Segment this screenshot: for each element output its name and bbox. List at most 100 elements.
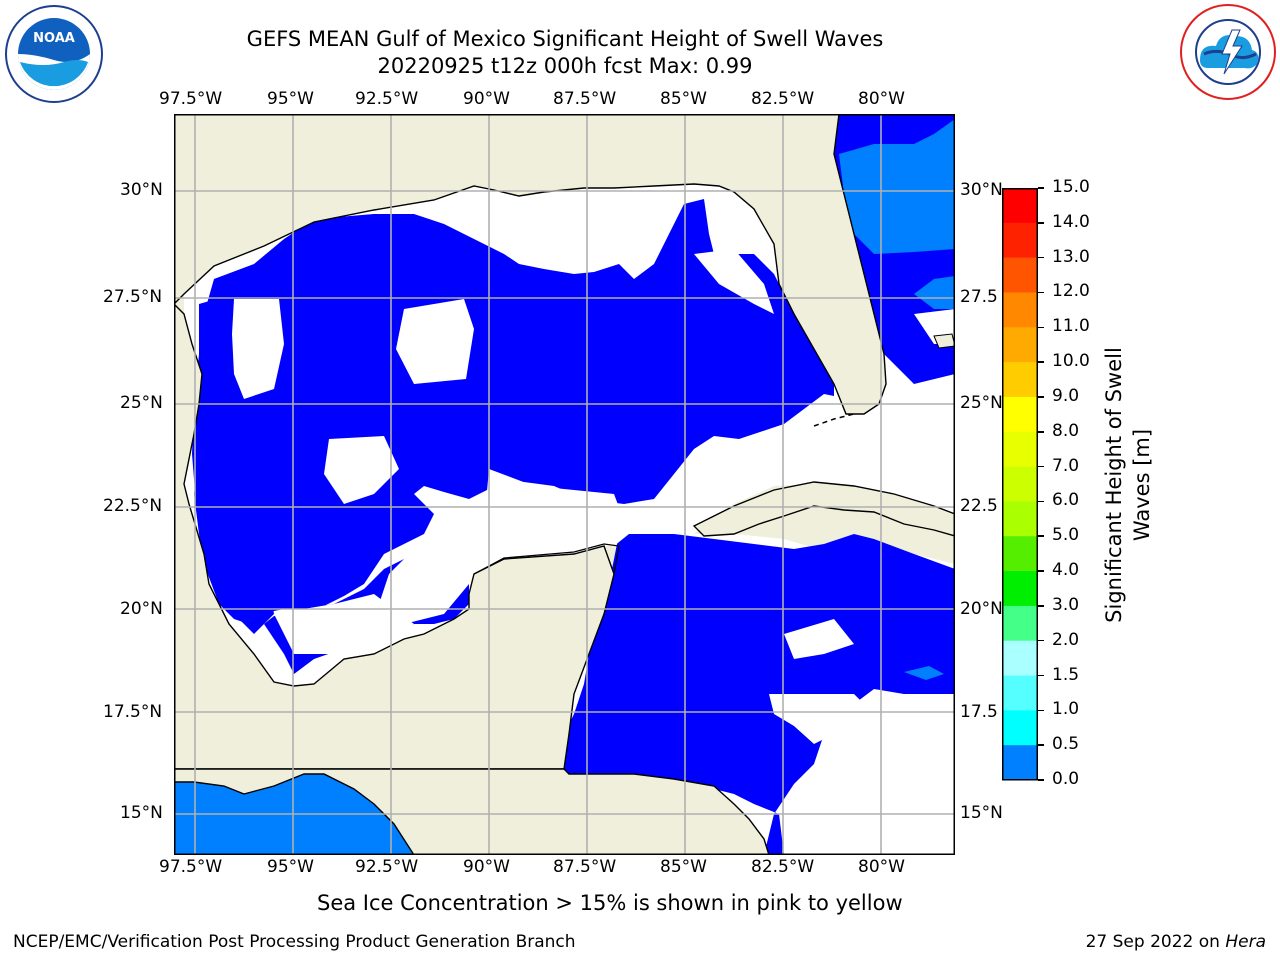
low-swell-patch xyxy=(232,299,284,399)
colorbar-band xyxy=(1002,605,1038,642)
colorbar-tick-mark xyxy=(1038,222,1044,224)
low-swell-patch xyxy=(484,469,629,554)
swell-region-gulf xyxy=(194,199,834,674)
colorbar-tick-label: 15.0 xyxy=(1052,177,1090,197)
colorbar-tick-mark xyxy=(1038,744,1044,746)
lon-label: 87.5°W xyxy=(553,857,617,877)
gulf-map xyxy=(174,114,955,855)
lon-label: 87.5°W xyxy=(553,89,617,109)
lat-label: 15°N xyxy=(120,803,163,823)
low-swell-patch xyxy=(784,619,854,659)
footer-date: 27 Sep 2022 on Hera xyxy=(1086,932,1266,952)
colorbar-tick-mark xyxy=(1038,465,1044,468)
colorbar-tick-mark xyxy=(1038,291,1044,294)
colorbar-tick-mark xyxy=(1038,570,1044,572)
colorbar-tick-label: 8.0 xyxy=(1052,420,1080,441)
colorbar-tick-label: 1.5 xyxy=(1052,664,1080,685)
lon-label: 90°W xyxy=(463,89,510,109)
lon-label: 95°W xyxy=(267,857,314,877)
lon-label: 82.5°W xyxy=(751,89,815,109)
colorbar-tick-label: 10.0 xyxy=(1052,351,1090,372)
lon-label: 95°W xyxy=(267,89,314,109)
central-america-land xyxy=(174,768,770,855)
colorbar-tick-label: 3.0 xyxy=(1052,594,1080,615)
colorbar-band xyxy=(1002,396,1038,433)
map-frame xyxy=(174,114,955,855)
chart-subtitle: 20220925 t12z 000h fcst Max: 0.99 xyxy=(377,54,753,78)
colorbar-tick-label: 9.0 xyxy=(1052,385,1080,406)
lat-label: 30°N xyxy=(120,180,163,200)
footer-credit: NCEP/EMC/Verification Post Processing Pr… xyxy=(13,932,576,952)
colorbar-band xyxy=(1002,640,1038,677)
lat-label: 27.5 xyxy=(960,287,998,307)
lat-label: 25°N xyxy=(960,393,1003,413)
colorbar-band xyxy=(1002,745,1038,781)
lat-label: 17.5°N xyxy=(103,702,163,722)
colorbar-tick-label: 0.5 xyxy=(1052,734,1080,755)
low-swell-patch xyxy=(396,299,474,384)
colorbar-tick-mark xyxy=(1038,500,1044,503)
lat-label: 25°N xyxy=(120,393,163,413)
colorbar-tick-mark xyxy=(1038,187,1044,189)
low-swell-patch xyxy=(769,694,874,744)
lon-label: 80°W xyxy=(858,857,905,877)
mexico-land xyxy=(174,303,615,770)
colorbar-tick-mark xyxy=(1038,361,1044,363)
colorbar-band xyxy=(1002,257,1038,293)
colorbar-band xyxy=(1002,675,1038,711)
lat-label: 17.5 xyxy=(960,702,998,722)
swell-region-caribbean xyxy=(554,534,955,855)
colorbar-tick-mark xyxy=(1038,674,1044,677)
colorbar-band xyxy=(1002,222,1038,259)
colorbar-tick-mark xyxy=(1038,396,1044,398)
colorbar-band xyxy=(1002,536,1038,572)
map-gridlines xyxy=(174,114,955,855)
lat-label: 27.5°N xyxy=(103,287,163,307)
colorbar-tick-mark xyxy=(1038,256,1044,259)
lat-label: 22.5 xyxy=(960,496,998,516)
lon-label: 80°W xyxy=(858,89,905,109)
colorbar-band xyxy=(1002,431,1038,468)
lat-label: 20°N xyxy=(120,599,163,619)
cuba-land xyxy=(692,481,955,537)
chart-title: GEFS MEAN Gulf of Mexico Significant Hei… xyxy=(246,27,884,51)
lon-label: 82.5°W xyxy=(751,857,815,877)
bahamas-land xyxy=(933,333,955,349)
lon-label: 92.5°W xyxy=(355,89,419,109)
sea-ice-note: Sea Ice Concentration > 15% is shown in … xyxy=(317,891,903,915)
colorbar-label: Significant Height of Swell Waves [m] xyxy=(1102,347,1154,623)
low-swell-patch xyxy=(379,534,474,624)
colorbar-tick-label: 6.0 xyxy=(1052,490,1080,511)
swell-region-mid-atlantic xyxy=(914,276,955,309)
colorbar-band xyxy=(1002,188,1038,224)
colorbar-tick-mark xyxy=(1038,535,1044,537)
colorbar-tick-label: 14.0 xyxy=(1052,211,1090,232)
colorbar-band xyxy=(1002,710,1038,746)
colorbar-tick-mark xyxy=(1038,431,1044,433)
lat-label: 30°N xyxy=(960,180,1003,200)
noaa-logo-text: NOAA xyxy=(33,31,75,46)
colorbar-band xyxy=(1002,466,1038,502)
colorbar-tick-label: 12.0 xyxy=(1052,281,1090,302)
lon-label: 85°W xyxy=(660,89,707,109)
colorbar-band xyxy=(1002,571,1038,607)
colorbar-band xyxy=(1002,362,1038,398)
colorbar-tick-label: 4.0 xyxy=(1052,560,1080,581)
us-coastline-land xyxy=(174,114,887,415)
florida-keys xyxy=(813,413,855,427)
lon-label: 92.5°W xyxy=(355,857,419,877)
lat-label: 20°N xyxy=(960,599,1003,619)
colorbar xyxy=(1002,188,1038,781)
noaa-logo-icon: NOAA xyxy=(4,4,104,104)
colorbar-tick-label: 7.0 xyxy=(1052,455,1080,476)
colorbar-band xyxy=(1002,501,1038,537)
yucatan-coast xyxy=(473,543,620,575)
lat-label: 22.5°N xyxy=(103,496,163,516)
low-swell-patch xyxy=(324,436,399,504)
colorbar-tick-label: 5.0 xyxy=(1052,525,1080,546)
lon-label: 85°W xyxy=(660,857,707,877)
lat-label: 15°N xyxy=(960,803,1003,823)
colorbar-tick-mark xyxy=(1038,709,1044,712)
swell-region-mid-atlantic xyxy=(839,119,955,254)
colorbar-tick-label: 11.0 xyxy=(1052,316,1090,337)
